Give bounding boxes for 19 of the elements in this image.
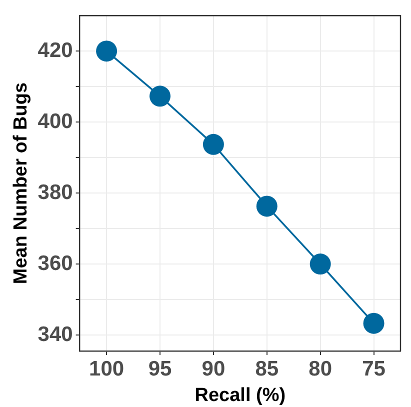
point [363,312,384,334]
y-tick-label: 380 [38,180,73,204]
y-tick-label: 360 [38,252,73,275]
x-tick-label: 80 [308,357,332,380]
y-tick-label: 420 [38,38,73,62]
point [202,134,224,155]
point [96,40,118,62]
x-tick-label: 95 [148,357,172,380]
point [256,196,278,217]
y-axis-title: Mean Number of Bugs [10,82,32,284]
x-axis-title: Recall (%) [194,384,286,406]
point [150,86,171,107]
x-tick-label: 90 [202,357,226,380]
y-tick-label: 340 [38,322,73,346]
y-tick-label: 400 [38,110,73,133]
point [310,254,331,275]
x-tick-label: 100 [89,357,124,380]
x-tick-label: 85 [255,357,279,380]
x-tick-label: 75 [362,357,386,380]
